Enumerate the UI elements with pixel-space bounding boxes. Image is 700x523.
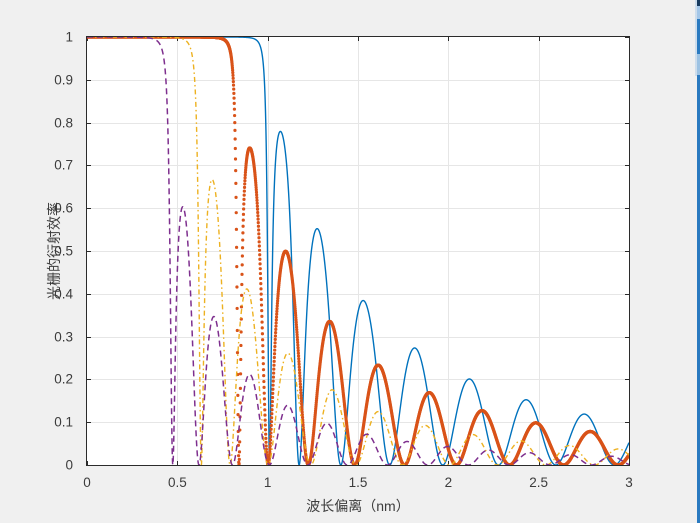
y-tick-label: 0.9 [54,72,73,88]
y-tick-label: 0.2 [54,371,73,387]
y-tick-label: 0.1 [54,414,73,430]
window-edge-light-segment-a [697,6,700,19]
x-tick-label: 1.5 [348,475,368,490]
y-tick-label: 0.5 [54,243,73,259]
y-tick-label: 0.4 [54,286,73,302]
y-tick-label: 0.7 [54,157,73,173]
y-tick-label: 1 [65,29,73,45]
window-edge-base [697,0,700,523]
x-tick-label: 0 [83,475,91,490]
x-tick-label: 0.5 [167,475,187,490]
window-edge-light-segment-b [697,54,700,75]
x-axis-label: 波长偏离（nm） [306,498,410,514]
window-edge-pale-column [695,0,697,76]
y-tick-label: 0.8 [54,115,73,131]
window-edge-dark-segment [697,0,700,6]
window-edge-strip [695,0,700,523]
plot-area [86,36,630,466]
y-tick-label: 0.6 [54,200,73,216]
y-tick-label: 0 [65,457,73,473]
chart-canvas [87,37,629,465]
x-tick-label: 2 [444,475,453,490]
y-tick-label: 0.3 [54,329,73,345]
x-tick-label: 3 [625,475,633,490]
x-tick-label: 2.5 [529,475,549,490]
x-tick-label: 1 [263,475,272,490]
